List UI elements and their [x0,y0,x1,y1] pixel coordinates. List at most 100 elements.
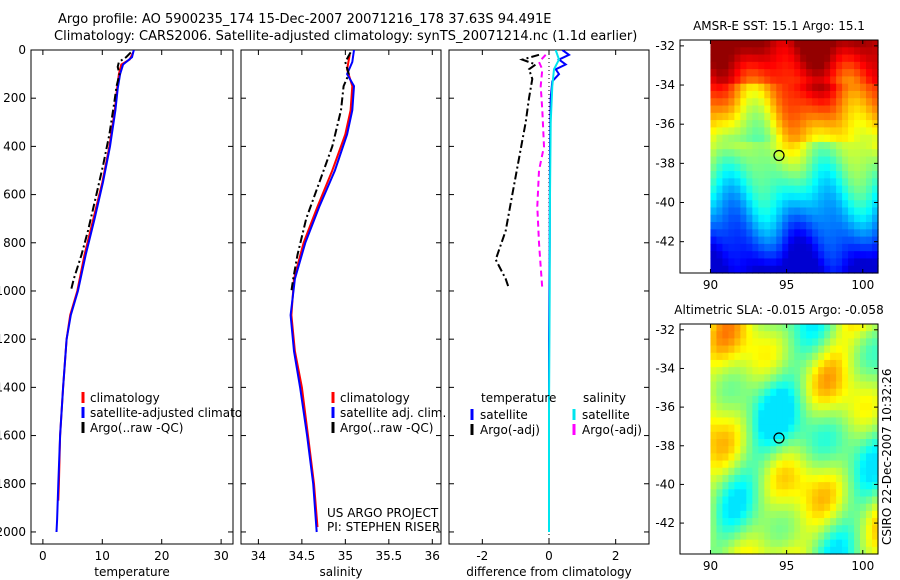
heatmap-cell [740,192,747,201]
heatmap-cell [782,403,789,411]
heatmap-cell [818,251,825,260]
heatmap-cell [734,47,741,56]
heatmap-cell [854,388,861,397]
heatmap-cell [716,395,724,404]
heatmap-cell [734,539,741,548]
heatmap-cell [836,141,843,150]
heatmap-cell [854,105,861,114]
heatmap-cell [860,98,867,107]
heatmap-cell [752,192,759,201]
heatmap-cell [782,503,789,512]
heatmap-cell [818,345,825,354]
heatmap-cell [746,352,753,361]
heatmap-cell [740,214,747,223]
heatmap-cell [824,149,831,158]
heatmap-cell [872,127,879,136]
heatmap-cell [722,417,730,426]
heatmap-cell [770,518,777,526]
heatmap-cell [800,178,807,187]
heatmap-cell [710,431,718,440]
heatmap-cell [722,54,730,63]
heatmap-cell [740,83,747,92]
heatmap-cell [716,453,724,462]
heatmap-cell [860,156,867,165]
heatmap-cell [812,258,819,267]
heatmap-cell [770,532,777,541]
heatmap-cell [716,112,724,121]
heatmap-cell [734,503,741,512]
heatmap-cell [842,171,849,179]
heatmap-cell [764,61,771,70]
heatmap-cell [854,496,861,505]
heatmap-cell [740,395,747,404]
heatmap-cell [800,200,807,209]
heatmap-cell [818,185,825,194]
heatmap-cell [770,446,777,454]
heatmap-cell [836,192,843,201]
heatmap-cell [782,54,789,63]
heatmap-cell [872,214,879,223]
heatmap-cell [806,127,813,136]
heatmap-cell [812,417,819,426]
heatmap-cell [800,439,807,447]
heatmap-cell [806,345,813,354]
heatmap-cell [818,453,825,462]
heatmap-cell [872,54,879,63]
heatmap-cell [848,134,855,143]
heatmap-cell [836,395,843,404]
heatmap-cell [776,178,783,187]
legend-label: Argo(..raw -QC) [340,421,433,435]
heatmap-cell [800,69,807,78]
heatmap-cell [818,83,825,92]
series-line-satellite-adjusted-climatology [55,50,135,533]
heatmap-cell [788,200,795,209]
heatmap-cell [836,546,843,555]
sla-map-frame [679,323,879,555]
heatmap-cell [728,331,735,339]
heatmap-cell [872,453,879,462]
heatmap-cell [752,467,759,476]
heatmap-cell [866,345,873,354]
heatmap-cell [794,185,801,194]
heatmap-cell [734,431,741,440]
heatmap-cell [848,127,855,136]
heatmap-cell [782,76,789,85]
heatmap-cell [824,178,831,187]
heatmap-cell [764,243,771,252]
heatmap-cell [788,446,795,454]
heatmap-cell [860,207,867,216]
heatmap-cell [716,134,724,143]
heatmap-cell [806,489,813,498]
heatmap-cell [710,324,718,332]
heatmap-cell [800,229,807,238]
heatmap-cell [860,453,867,462]
y-tick-label: -40 [655,196,675,210]
heatmap-cell [782,345,789,354]
x-axis-label: temperature [94,565,169,579]
heatmap-cell [716,359,724,368]
heatmap-cell [824,359,831,368]
heatmap-cell [836,171,843,179]
heatmap-cell [866,359,873,368]
heatmap-cell [872,489,879,498]
heatmap-cell [764,446,771,454]
heatmap-cell [758,207,765,216]
heatmap-cell [716,214,724,223]
heatmap-cell [716,120,724,128]
heatmap-cell [860,503,867,512]
heatmap-cell [728,214,735,223]
heatmap-cell [776,185,783,194]
heatmap-cell [866,178,873,187]
heatmap-cell [812,251,819,260]
x-tick-label: 35.5 [375,549,402,563]
heatmap-cell [788,510,795,519]
y-tick-label: 600 [3,188,26,202]
heatmap-cell [842,141,849,150]
heatmap-cell [800,403,807,411]
heatmap-cell [722,112,730,121]
heatmap-cell [830,192,837,201]
heatmap-cell [794,90,801,99]
heatmap-cell [746,510,753,519]
heatmap-cell [788,496,795,505]
